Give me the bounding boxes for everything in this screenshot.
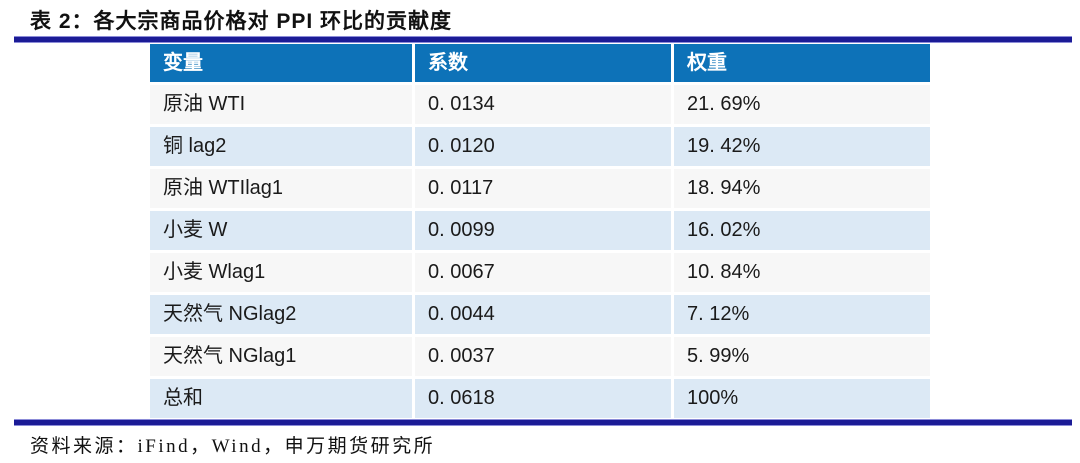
table-row: 天然气 NGlag2 0. 0044 7. 12% bbox=[150, 295, 936, 334]
table-row: 原油 WTI 0. 0134 21. 69% bbox=[150, 85, 936, 124]
table-cell: 0. 0067 bbox=[415, 253, 674, 292]
table-cell: 总和 bbox=[150, 379, 415, 418]
table-row: 总和 0. 0618 100% bbox=[150, 379, 936, 418]
column-header-weight: 权重 bbox=[674, 44, 930, 82]
table-cell: 0. 0120 bbox=[415, 127, 674, 166]
table-cell: 天然气 NGlag1 bbox=[150, 337, 415, 376]
table-cell: 0. 0618 bbox=[415, 379, 674, 418]
bottom-divider-rule bbox=[14, 419, 1072, 426]
table-caption: 表 2：各大宗商品价格对 PPI 环比的贡献度 bbox=[30, 10, 453, 33]
contribution-table: 变量 系数 权重 原油 WTI 0. 0134 21. 69% 铜 lag2 0. 01… bbox=[150, 44, 936, 418]
column-header-coefficient: 系数 bbox=[415, 44, 674, 82]
table-cell: 小麦 Wlag1 bbox=[150, 253, 415, 292]
table-cell: 0. 0117 bbox=[415, 169, 674, 208]
top-divider-rule bbox=[14, 36, 1072, 43]
table-cell: 0. 0134 bbox=[415, 85, 674, 124]
table-cell: 7. 12% bbox=[674, 295, 930, 334]
table-cell: 16. 02% bbox=[674, 211, 930, 250]
table-cell: 0. 0099 bbox=[415, 211, 674, 250]
table-cell: 0. 0044 bbox=[415, 295, 674, 334]
table-cell: 0. 0037 bbox=[415, 337, 674, 376]
table-cell: 10. 84% bbox=[674, 253, 930, 292]
table-cell: 21. 69% bbox=[674, 85, 930, 124]
table-cell: 100% bbox=[674, 379, 930, 418]
table-row: 小麦 W 0. 0099 16. 02% bbox=[150, 211, 936, 250]
table-cell: 小麦 W bbox=[150, 211, 415, 250]
table-row: 小麦 Wlag1 0. 0067 10. 84% bbox=[150, 253, 936, 292]
table-body: 原油 WTI 0. 0134 21. 69% 铜 lag2 0. 0120 19. 42%… bbox=[150, 85, 936, 418]
table-cell: 原油 WTI bbox=[150, 85, 415, 124]
table-cell: 5. 99% bbox=[674, 337, 930, 376]
table-header-row: 变量 系数 权重 bbox=[150, 44, 936, 82]
table-cell: 原油 WTIlag1 bbox=[150, 169, 415, 208]
table-cell: 铜 lag2 bbox=[150, 127, 415, 166]
table-row: 铜 lag2 0. 0120 19. 42% bbox=[150, 127, 936, 166]
table-cell: 天然气 NGlag2 bbox=[150, 295, 415, 334]
table-cell: 18. 94% bbox=[674, 169, 930, 208]
column-header-variable: 变量 bbox=[150, 44, 415, 82]
table-cell: 19. 42% bbox=[674, 127, 930, 166]
table-row: 原油 WTIlag1 0. 0117 18. 94% bbox=[150, 169, 936, 208]
data-source-note: 资料来源：iFind，Wind，申万期货研究所 bbox=[30, 436, 436, 457]
table-row: 天然气 NGlag1 0. 0037 5. 99% bbox=[150, 337, 936, 376]
